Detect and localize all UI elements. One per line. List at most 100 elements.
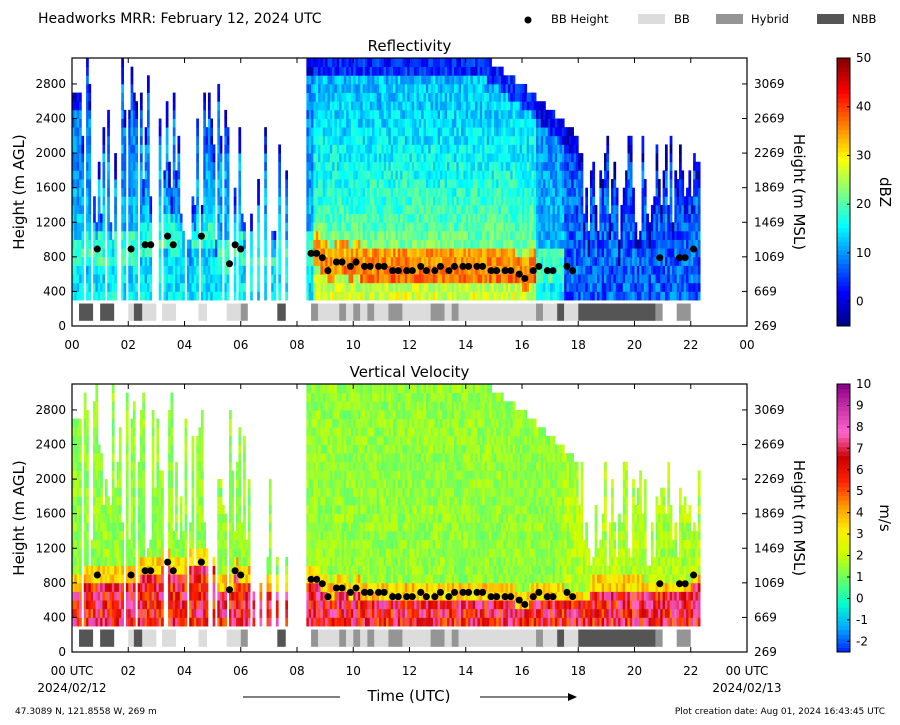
heatmap-cell	[102, 204, 106, 215]
heatmap-cell	[74, 187, 78, 197]
heatmap-cell	[498, 144, 502, 154]
heatmap-cell	[318, 92, 321, 102]
heatmap-cell	[353, 204, 356, 215]
heatmap-cell	[522, 118, 525, 128]
heatmap-cell	[210, 170, 214, 180]
heatmap-cell	[503, 179, 506, 189]
heatmap-cell	[407, 291, 410, 301]
heatmap-cell	[522, 187, 525, 197]
heatmap-cell	[580, 282, 584, 292]
heatmap-cell	[664, 161, 668, 171]
heatmap-cell	[315, 161, 319, 171]
heatmap-cell	[362, 109, 366, 119]
heatmap-cell	[554, 118, 558, 128]
heatmap-cell	[76, 144, 80, 154]
heatmap-cell	[470, 144, 474, 154]
heatmap-cell	[594, 222, 598, 232]
heatmap-cell	[475, 127, 478, 137]
heatmap-cell	[550, 248, 553, 258]
heatmap-cell	[463, 135, 467, 145]
heatmap-cell	[397, 58, 401, 68]
heatmap-cell	[461, 248, 464, 258]
heatmap-cell	[357, 265, 361, 275]
heatmap-cell	[109, 248, 113, 258]
heatmap-cell	[669, 196, 673, 206]
heatmap-cell	[500, 222, 504, 232]
heatmap-cell	[320, 153, 324, 163]
heatmap-cell	[212, 222, 216, 232]
heatmap-cell	[158, 274, 162, 284]
heatmap-cell	[203, 92, 206, 102]
heatmap-cell	[538, 196, 542, 206]
heatmap-cell	[196, 170, 199, 180]
heatmap-cell	[278, 144, 281, 154]
heatmap-cell	[364, 58, 368, 68]
heatmap-cell	[360, 170, 364, 180]
heatmap-cell	[550, 282, 553, 292]
heatmap-cell	[369, 118, 373, 128]
heatmap-cell	[121, 204, 124, 215]
heatmap-cell	[311, 170, 314, 180]
heatmap-cell	[111, 256, 115, 266]
heatmap-cell	[411, 239, 415, 249]
heatmap-cell	[367, 101, 371, 111]
heatmap-cell	[461, 161, 464, 171]
heatmap-cell	[465, 58, 469, 68]
heatmap-cell	[76, 222, 80, 232]
heatmap-cell	[653, 274, 656, 284]
heatmap-cell	[393, 256, 396, 266]
heatmap-cell	[379, 118, 382, 128]
heatmap-cell	[320, 170, 324, 180]
heatmap-cell	[444, 101, 448, 111]
heatmap-cell	[482, 256, 485, 266]
heatmap-cell	[390, 256, 394, 266]
heatmap-cell	[533, 135, 537, 145]
heatmap-cell	[439, 109, 443, 119]
heatmap-cell	[655, 291, 659, 301]
heatmap-cell	[646, 282, 649, 292]
heatmap-cell	[519, 109, 523, 119]
heatmap-cell	[559, 282, 563, 292]
heatmap-cell	[536, 196, 539, 206]
heatmap-cell	[657, 230, 661, 240]
heatmap-cell	[524, 170, 528, 180]
heatmap-cell	[688, 274, 692, 284]
heatmap-cell	[447, 109, 450, 119]
heatmap-cell	[93, 291, 96, 301]
heatmap-cell	[456, 161, 460, 171]
heatmap-cell	[214, 265, 218, 275]
heatmap-cell	[334, 58, 338, 68]
heatmap-cell	[165, 153, 169, 163]
heatmap-cell	[123, 179, 127, 189]
heatmap-cell	[653, 291, 656, 301]
heatmap-cell	[74, 265, 78, 275]
heatmap-cell	[468, 222, 471, 232]
heatmap-cell	[498, 204, 502, 215]
heatmap-cell	[402, 239, 406, 249]
heatmap-cell	[205, 265, 209, 275]
heatmap-cell	[533, 144, 537, 154]
heatmap-cell	[135, 109, 139, 119]
heatmap-cell	[482, 196, 485, 206]
heatmap-cell	[343, 170, 347, 180]
heatmap-cell	[437, 58, 441, 68]
heatmap-cell	[454, 282, 457, 292]
heatmap-cell	[650, 230, 654, 240]
heatmap-cell	[409, 161, 413, 171]
heatmap-cell	[423, 282, 427, 292]
heatmap-cell	[519, 161, 523, 171]
heatmap-cell	[568, 230, 572, 240]
heatmap-cell	[88, 196, 92, 206]
heatmap-cell	[522, 230, 525, 240]
heatmap-cell	[416, 109, 420, 119]
heatmap-cell	[388, 144, 392, 154]
heatmap-cell	[594, 291, 598, 301]
heatmap-cell	[519, 239, 523, 249]
heatmap-cell	[491, 170, 495, 180]
heatmap-cell	[329, 230, 333, 240]
heatmap-cell	[650, 222, 654, 232]
heatmap-cell	[482, 222, 485, 232]
heatmap-cell	[86, 118, 89, 128]
heatmap-cell	[353, 222, 356, 232]
heatmap-cell	[311, 75, 314, 85]
